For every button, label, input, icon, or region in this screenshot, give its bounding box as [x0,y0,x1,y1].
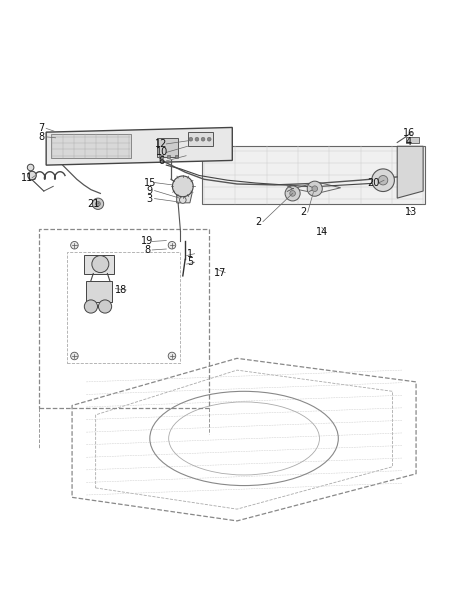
Text: 20: 20 [367,178,380,188]
Circle shape [99,300,112,313]
Circle shape [195,137,199,141]
Text: 4: 4 [406,137,412,147]
Circle shape [307,181,322,196]
Circle shape [84,300,98,313]
Text: 9: 9 [147,186,153,196]
Polygon shape [46,128,232,165]
Circle shape [189,137,193,141]
Text: 1: 1 [187,249,193,259]
Text: 5: 5 [187,257,193,267]
Bar [167,155,170,158]
Text: 19: 19 [141,237,154,246]
Polygon shape [201,147,426,204]
Circle shape [201,137,205,141]
Circle shape [312,186,318,191]
Circle shape [372,169,394,191]
Text: 11: 11 [21,173,34,183]
Text: 13: 13 [405,207,418,217]
Circle shape [92,256,109,273]
Circle shape [71,242,78,249]
Circle shape [207,137,211,141]
Bar [157,138,178,157]
Bar [406,137,419,142]
Text: 10: 10 [155,147,168,158]
Circle shape [180,197,186,204]
Circle shape [27,164,34,171]
Circle shape [290,191,295,196]
Bar [188,132,213,147]
Circle shape [173,176,193,197]
Bar [159,155,163,158]
Circle shape [92,198,104,210]
Bar [86,281,112,302]
Circle shape [168,242,176,249]
Text: 15: 15 [144,178,156,188]
Text: 6: 6 [158,156,164,166]
Text: 21: 21 [87,199,100,209]
Bar [175,155,178,158]
Text: 8: 8 [38,132,45,142]
Circle shape [71,352,78,360]
Circle shape [168,352,176,360]
Circle shape [285,186,300,201]
Text: 17: 17 [214,267,227,278]
Polygon shape [177,192,192,203]
Text: 14: 14 [316,227,328,237]
Bar [84,254,115,273]
Circle shape [28,171,36,180]
Circle shape [378,175,388,185]
Polygon shape [397,147,423,198]
Text: 18: 18 [116,285,128,295]
Text: 3: 3 [147,194,153,204]
Bar [51,134,131,158]
Text: 12: 12 [155,139,168,149]
Text: 2: 2 [300,207,306,217]
Circle shape [96,202,100,206]
Text: 16: 16 [403,128,415,138]
Text: 8: 8 [145,245,151,255]
Text: 2: 2 [255,216,261,227]
Text: 7: 7 [38,123,45,134]
